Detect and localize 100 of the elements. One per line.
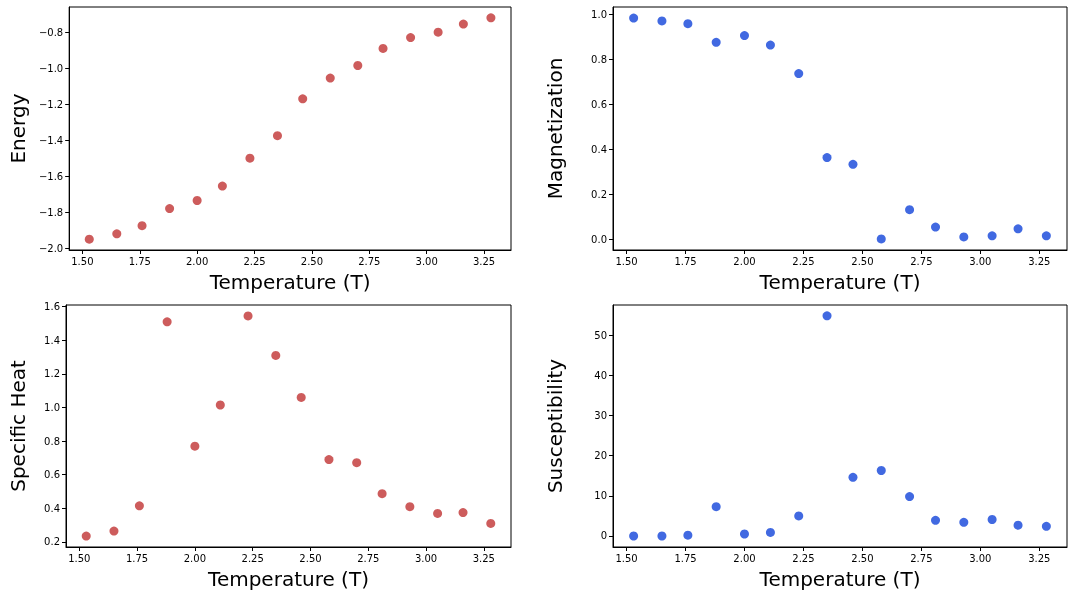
x-tick-label: 3.00 [969, 255, 992, 267]
y-tick-label: 0.8 [591, 54, 607, 66]
point [353, 61, 363, 70]
point [298, 94, 308, 104]
y-tick-label: 40 [594, 369, 607, 381]
x-tick-label: 2.50 [851, 552, 874, 564]
x-tick-label: 2.50 [299, 552, 322, 564]
y-tick-label: 30 [594, 409, 607, 421]
y-tick-label: 0.0 [591, 234, 607, 246]
point [765, 40, 775, 50]
point [112, 229, 122, 239]
y-tick-label: 0 [600, 530, 607, 542]
y-tick-label: 1.6 [44, 301, 60, 313]
x-tick-label: 3.25 [1028, 255, 1051, 267]
point [378, 43, 388, 53]
x-tick-label: 2.00 [186, 255, 209, 267]
x-axis-title: Temperature (T) [758, 567, 921, 591]
y-tick-label: 20 [594, 450, 607, 462]
x-tick-label: 2.25 [792, 552, 815, 564]
point [931, 515, 941, 525]
point [458, 19, 468, 29]
point [192, 196, 202, 205]
x-tick-label: 2.00 [733, 552, 756, 564]
y-tick-label: 0.4 [591, 144, 607, 156]
y-tick-label: 0.6 [591, 99, 607, 111]
y-tick-label: 1.4 [44, 334, 60, 346]
point [190, 441, 200, 451]
point [458, 508, 468, 518]
x-tick-label: 2.75 [910, 552, 933, 564]
y-axis-title: Energy [6, 93, 30, 164]
point [683, 530, 693, 540]
y-tick-label: 0.8 [44, 435, 60, 447]
point [794, 511, 804, 521]
point [1013, 520, 1023, 530]
point [959, 517, 969, 527]
point [876, 234, 886, 244]
point [905, 205, 915, 215]
point [324, 455, 334, 465]
x-tick-label: 2.25 [243, 255, 266, 267]
point [352, 458, 362, 468]
x-axis-title: Temperature (T) [758, 270, 921, 294]
y-tick-label: −0.8 [38, 26, 64, 38]
point [486, 518, 496, 528]
x-tick-label: 1.50 [615, 552, 638, 564]
x-tick-label: 2.25 [241, 552, 264, 564]
y-tick-label: 1.2 [44, 368, 60, 380]
x-tick-label: 2.50 [851, 255, 874, 267]
x-tick-label: 1.50 [615, 255, 638, 267]
y-tick-label: 0.6 [44, 469, 60, 481]
point [162, 317, 172, 327]
point [243, 311, 253, 321]
point [165, 204, 175, 214]
point [433, 508, 443, 518]
y-tick-label: −2.0 [38, 242, 64, 254]
y-tick-label: 1.0 [591, 9, 607, 21]
y-tick-label: −1.4 [38, 134, 64, 146]
y-tick-label: −1.8 [38, 206, 64, 218]
point [905, 492, 915, 502]
x-tick-label: 2.25 [792, 255, 815, 267]
x-tick-label: 2.75 [358, 255, 381, 267]
x-tick-label: 1.75 [674, 552, 697, 564]
point [1041, 521, 1051, 531]
point [657, 16, 667, 26]
point [876, 466, 886, 476]
point [657, 531, 667, 541]
point [215, 400, 225, 410]
x-tick-label: 1.75 [128, 255, 151, 267]
x-tick-label: 1.75 [674, 255, 697, 267]
point [794, 69, 804, 79]
x-tick-label: 2.50 [300, 255, 324, 267]
x-tick-label: 3.00 [415, 255, 438, 267]
point [84, 234, 94, 244]
y-tick-label: 50 [594, 329, 607, 341]
y-tick-label: −1.0 [38, 62, 64, 74]
y-tick-label: 0.2 [591, 189, 607, 201]
point [377, 489, 387, 499]
point [765, 527, 775, 537]
y-tick-label: 1.0 [44, 402, 60, 414]
y-tick-label: 0.4 [44, 502, 60, 514]
point [931, 222, 941, 232]
x-tick-label: 2.00 [733, 255, 756, 267]
y-tick-label: 10 [594, 490, 607, 502]
x-tick-label: 3.00 [969, 552, 992, 564]
y-tick-label: −1.2 [38, 98, 64, 110]
point [959, 232, 969, 242]
x-tick-label: 2.00 [183, 552, 207, 564]
x-tick-label: 3.25 [1028, 552, 1051, 564]
point [711, 37, 721, 47]
point [272, 131, 282, 141]
point [137, 221, 147, 231]
point [1041, 231, 1051, 241]
point [987, 231, 997, 241]
point [81, 531, 91, 541]
x-tick-label: 3.00 [414, 552, 438, 564]
point [109, 526, 119, 536]
point [683, 19, 693, 29]
point [711, 502, 721, 512]
x-tick-label: 3.25 [472, 255, 496, 267]
point [629, 531, 639, 541]
point [739, 31, 749, 41]
